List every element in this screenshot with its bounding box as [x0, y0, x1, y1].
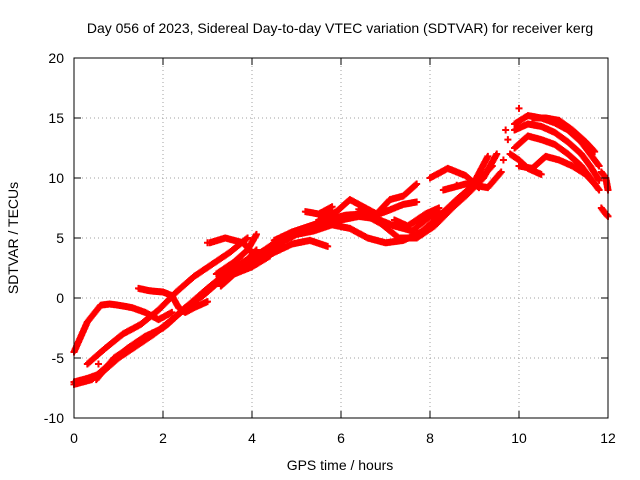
x-tick-label: 8 — [426, 430, 434, 446]
data-point-marker — [502, 126, 510, 134]
series-track-6 — [70, 252, 274, 388]
x-tick-label: 6 — [337, 430, 345, 446]
data-point-marker — [591, 148, 599, 156]
y-tick-label: 5 — [56, 230, 64, 246]
data-point-marker — [453, 181, 461, 189]
x-tick-label: 10 — [511, 430, 527, 446]
y-tick-label: 15 — [48, 110, 64, 126]
data-point-marker — [493, 150, 501, 158]
y-tick-label: -5 — [52, 350, 65, 366]
series-track-23 — [528, 114, 599, 156]
data-point-marker — [252, 246, 260, 254]
series-track-24 — [506, 150, 545, 178]
data-point-marker — [413, 198, 421, 206]
data-point-marker — [497, 168, 505, 176]
data-point-marker — [487, 163, 495, 171]
series-track-4 — [83, 234, 252, 368]
series-track-15 — [355, 198, 421, 220]
data-point-marker — [324, 242, 332, 250]
data-point-marker — [251, 247, 259, 255]
data-point-marker — [595, 186, 603, 194]
x-tick-label: 2 — [159, 430, 167, 446]
series-track-21 — [511, 120, 603, 184]
series-track-14 — [301, 203, 336, 218]
series-track-26 — [597, 204, 612, 220]
data-point-marker — [499, 156, 507, 164]
data-point-marker — [328, 203, 336, 211]
grid-lines — [74, 58, 608, 418]
y-axis-title: SDTVAR / TECUs — [5, 182, 21, 294]
data-point-marker — [504, 136, 512, 144]
y-tick-label: 10 — [48, 170, 64, 186]
series-track-16 — [390, 204, 443, 230]
series-singleton-points — [94, 104, 523, 368]
data-point-marker — [413, 180, 421, 188]
y-tick-label: 20 — [48, 50, 64, 66]
data-point-marker — [204, 239, 211, 247]
x-tick-label: 4 — [248, 430, 256, 446]
data-point-marker — [595, 162, 603, 170]
data-point-marker — [496, 169, 504, 177]
data-point-marker — [168, 308, 176, 316]
series-track-9 — [217, 246, 260, 290]
data-point-marker — [244, 234, 252, 242]
data-point-marker — [252, 230, 260, 238]
x-axis-title: GPS time / hours — [287, 457, 394, 473]
y-tick-label: -10 — [44, 410, 64, 426]
chart-title: Day 056 of 2023, Sidereal Day-to-day VTE… — [87, 20, 593, 36]
data-point-marker — [515, 104, 523, 112]
series-track-8 — [212, 230, 260, 278]
series-track-18 — [439, 168, 505, 194]
series-track-12 — [275, 162, 496, 248]
x-tick-label: 0 — [70, 430, 78, 446]
data-point-marker — [488, 162, 496, 170]
data-point-marker — [204, 298, 211, 306]
data-point-marker — [435, 204, 443, 212]
data-point-marker — [537, 170, 545, 178]
y-tick-label: 0 — [56, 290, 64, 306]
data-point-marker — [430, 208, 438, 216]
axis-ticks: 0 2 4 6 8 10 12 -10 -5 0 5 10 15 20 — [44, 50, 616, 446]
data-point-marker — [591, 180, 599, 188]
data-point-marker — [595, 176, 603, 184]
data-point-marker — [94, 360, 102, 368]
x-tick-label: 12 — [600, 430, 616, 446]
data-point-marker — [484, 152, 492, 160]
data-markers — [70, 104, 612, 388]
